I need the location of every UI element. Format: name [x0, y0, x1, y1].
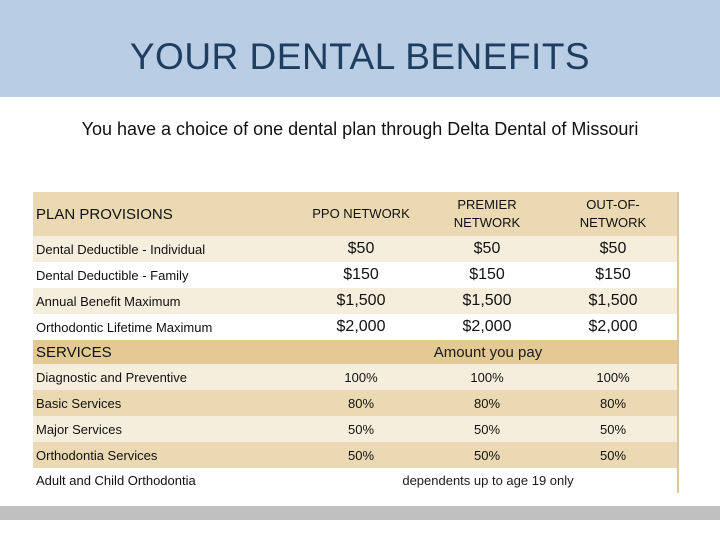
table-row: Dental Deductible - Family $150 $150 $15… [33, 262, 679, 288]
cell-out-of-network: $2,000 [588, 318, 638, 335]
column-header-ppo: PPO NETWORK [312, 206, 410, 221]
cell-ppo: 50% [347, 447, 375, 463]
row-label: Annual Benefit Maximum [36, 293, 181, 309]
column-header-premier: PREMIER NETWORK [453, 197, 521, 230]
table-row: Adult and Child Orthodontia dependents u… [33, 468, 679, 493]
row-label: Basic Services [36, 395, 122, 411]
cell-premier: 50% [473, 421, 501, 437]
cell-ppo: 100% [344, 369, 378, 385]
services-header-row: SERVICES Amount you pay [33, 340, 679, 364]
table-row: Dental Deductible - Individual $50 $50 $… [33, 236, 679, 262]
cell-ppo: 80% [347, 395, 375, 411]
amount-you-pay-header: Amount you pay [433, 343, 543, 361]
cell-ppo: 50% [347, 421, 375, 437]
table-row: Basic Services 80% 80% 80% [33, 390, 679, 416]
cell-ppo: $2,000 [336, 318, 386, 335]
table-row: Orthodontic Lifetime Maximum $2,000 $2,0… [33, 314, 679, 340]
row-label: Adult and Child Orthodontia [36, 473, 196, 488]
row-label: Dental Deductible - Individual [36, 241, 206, 257]
cell-out-of-network: 100% [596, 369, 630, 385]
cell-out-of-network: $1,500 [588, 292, 638, 309]
header-banner [0, 0, 720, 97]
row-label: Orthodontic Lifetime Maximum [36, 319, 213, 335]
table-row: Diagnostic and Preventive 100% 100% 100% [33, 364, 679, 390]
cell-premier: $50 [473, 240, 501, 257]
cell-ppo: $50 [347, 240, 375, 257]
cell-out-of-network: 50% [599, 447, 627, 463]
page-subtitle: You have a choice of one dental plan thr… [81, 119, 639, 139]
table-header-row: PLAN PROVISIONS PPO NETWORK PREMIER NETW… [33, 192, 679, 236]
row-label: Diagnostic and Preventive [36, 369, 188, 385]
cell-premier: 100% [470, 369, 504, 385]
table-row: Annual Benefit Maximum $1,500 $1,500 $1,… [33, 288, 679, 314]
footer-bar [0, 506, 720, 520]
row-label: Dental Deductible - Family [36, 267, 189, 283]
cell-out-of-network: 50% [599, 421, 627, 437]
benefits-table: PLAN PROVISIONS PPO NETWORK PREMIER NETW… [33, 192, 679, 493]
cell-premier: $2,000 [462, 318, 512, 335]
cell-premier: 50% [473, 447, 501, 463]
cell-premier: $150 [469, 266, 505, 283]
row-label: Orthodontia Services [36, 447, 158, 463]
provisions-header: PLAN PROVISIONS [36, 205, 173, 223]
ortho-note: dependents up to age 19 only [402, 473, 574, 488]
services-header: SERVICES [36, 343, 112, 361]
cell-premier: $1,500 [462, 292, 512, 309]
cell-ppo: $1,500 [336, 292, 386, 309]
cell-out-of-network: 80% [599, 395, 627, 411]
table-row: Major Services 50% 50% 50% [33, 416, 679, 442]
table-row: Orthodontia Services 50% 50% 50% [33, 442, 679, 468]
cell-out-of-network: $50 [599, 240, 627, 257]
column-header-out-of-network: OUT-OF-NETWORK [579, 197, 647, 230]
table-right-border [677, 192, 679, 493]
cell-out-of-network: $150 [595, 266, 631, 283]
page-title: YOUR DENTAL BENEFITS [129, 36, 591, 77]
cell-premier: 80% [473, 395, 501, 411]
row-label: Major Services [36, 421, 122, 437]
cell-ppo: $150 [343, 266, 379, 283]
